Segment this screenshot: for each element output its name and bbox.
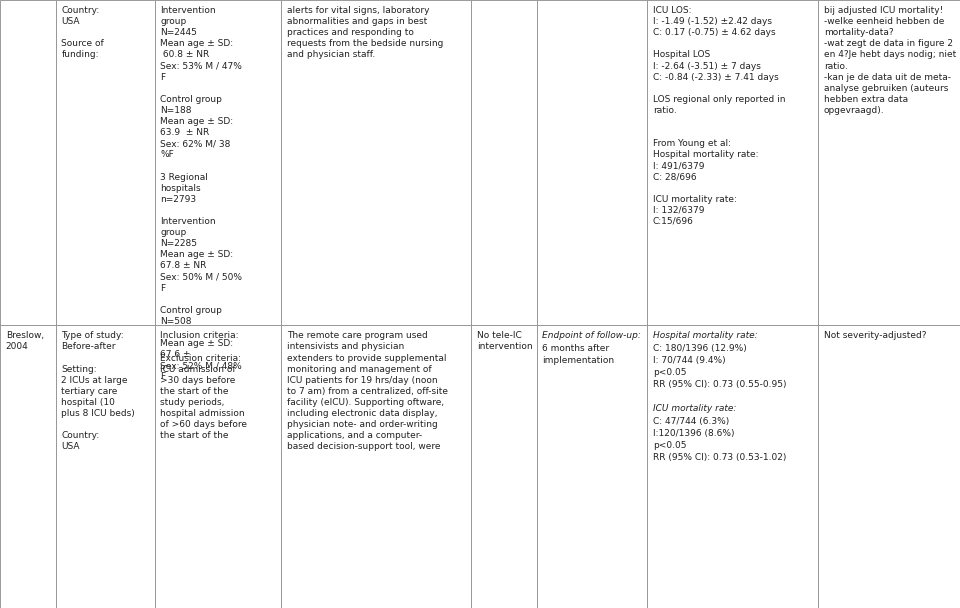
Text: ICU mortality rate:: ICU mortality rate: [653,404,736,413]
Text: C: 47/744 (6.3%): C: 47/744 (6.3%) [653,416,729,426]
Bar [56,325,155,608]
Bar [155,0,281,325]
Bar [471,0,537,325]
Text: bij adjusted ICU mortality!
-welke eenheid hebben de
mortality-data?
-wat zegt d: bij adjusted ICU mortality! -welke eenhe… [824,6,956,115]
Bar [56,0,155,325]
Text: p<0.05: p<0.05 [653,441,686,450]
Text: p<0.05: p<0.05 [653,368,686,377]
Bar [818,0,960,325]
Bar [0,325,56,608]
Bar [537,325,647,608]
Bar [647,325,818,608]
Text: I: 70/744 (9.4%): I: 70/744 (9.4%) [653,356,726,365]
Bar [0,0,56,325]
Text: Hospital mortality rate:: Hospital mortality rate: [653,331,757,340]
Text: Not severity-adjusted?: Not severity-adjusted? [824,331,926,340]
Text: I:120/1396 (8.6%): I:120/1396 (8.6%) [653,429,734,438]
Bar [155,325,281,608]
Text: The remote care program used
intensivists and physician
extenders to provide sup: The remote care program used intensivist… [287,331,448,451]
Text: Type of study:
Before-after

Setting:
2 ICUs at large
tertiary care
hospital (10: Type of study: Before-after Setting: 2 I… [61,331,135,451]
Text: 6 months after: 6 months after [542,344,610,353]
Bar [537,0,647,325]
Text: Endpoint of follow-up:: Endpoint of follow-up: [542,331,641,340]
Text: RR (95% CI): 0.73 (0.55-0.95): RR (95% CI): 0.73 (0.55-0.95) [653,380,786,389]
Text: Breslow,
2004: Breslow, 2004 [6,331,44,351]
Text: RR (95% CI): 0.73 (0.53-1.02): RR (95% CI): 0.73 (0.53-1.02) [653,453,786,462]
Text: Intervention
group
N=2445
Mean age ± SD:
 60.8 ± NR
Sex: 53% M / 47%
F

Control : Intervention group N=2445 Mean age ± SD:… [160,6,242,381]
Bar [281,0,471,325]
Text: C: 180/1396 (12.9%): C: 180/1396 (12.9%) [653,344,747,353]
Bar [471,325,537,608]
Text: No tele-IC
intervention: No tele-IC intervention [477,331,533,351]
Text: implementation: implementation [542,356,614,365]
Bar [818,325,960,608]
Text: alerts for vital signs, laboratory
abnormalities and gaps in best
practices and : alerts for vital signs, laboratory abnor… [287,6,444,60]
Text: Inclusion criteria:

Exclusion criteria:
ICU admission of
>30 days before
the st: Inclusion criteria: Exclusion criteria: … [160,331,248,440]
Text: ICU LOS:
I: -1.49 (-1.52) ±2.42 days
C: 0.17 (-0.75) ± 4.62 days

Hospital LOS
I: ICU LOS: I: -1.49 (-1.52) ±2.42 days C: … [653,6,785,226]
Bar [281,325,471,608]
Text: Country:
USA

Source of
funding:: Country: USA Source of funding: [61,6,105,60]
Bar [647,0,818,325]
